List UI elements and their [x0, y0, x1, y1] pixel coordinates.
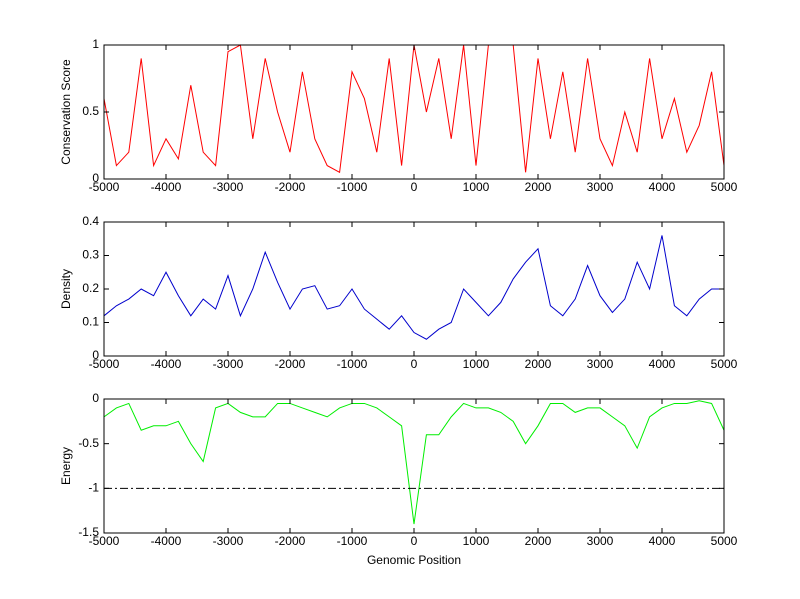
y-axis-label: Energy	[59, 447, 73, 485]
x-tick-label: -4000	[151, 180, 182, 194]
x-tick-label: 5000	[711, 357, 738, 371]
data-line	[103, 400, 725, 525]
x-tick-label: 4000	[649, 357, 676, 371]
x-tick-label: 5000	[711, 534, 738, 548]
x-tick-label: -1000	[337, 180, 368, 194]
x-tick-label: 3000	[587, 534, 614, 548]
y-tick-label: 0.5	[82, 104, 99, 118]
y-tick-label: 0.1	[82, 315, 99, 329]
x-tick-label: 2000	[525, 534, 552, 548]
y-tick-label: -1.5	[78, 525, 99, 539]
axes-box	[104, 45, 724, 179]
x-tick-label: 4000	[649, 180, 676, 194]
y-tick-label: 1	[92, 37, 99, 51]
x-tick-label: 3000	[587, 357, 614, 371]
y-tick-label: 0.4	[82, 214, 99, 228]
x-tick-label: -2000	[275, 357, 306, 371]
x-tick-label: -4000	[151, 534, 182, 548]
x-tick-label: 0	[411, 534, 418, 548]
x-tick-label: -2000	[275, 180, 306, 194]
x-tick-label: 0	[411, 357, 418, 371]
data-line	[103, 235, 724, 340]
y-axis-label: Density	[59, 269, 73, 309]
x-tick-label: -3000	[213, 357, 244, 371]
x-tick-label: 2000	[525, 357, 552, 371]
y-tick-label: 0.3	[82, 248, 99, 262]
y-tick-label: 0.2	[82, 281, 99, 295]
y-tick-label: 0	[92, 348, 99, 362]
x-tick-label: -1000	[337, 534, 368, 548]
y-tick-label: 0	[92, 391, 99, 405]
x-tick-label: 1000	[463, 357, 490, 371]
x-tick-label: 4000	[649, 534, 676, 548]
x-tick-label: -3000	[213, 180, 244, 194]
x-tick-label: -4000	[151, 357, 182, 371]
axes-box	[104, 399, 724, 533]
x-tick-label: 5000	[711, 180, 738, 194]
y-tick-label: -1	[88, 481, 99, 495]
y-axis-label: Conservation Score	[59, 59, 73, 165]
x-tick-label: 0	[411, 180, 418, 194]
y-tick-label: -0.5	[78, 436, 99, 450]
x-tick-label: -5000	[89, 180, 120, 194]
x-tick-label: -1000	[337, 357, 368, 371]
x-tick-label: 3000	[587, 180, 614, 194]
x-tick-label: -5000	[89, 357, 120, 371]
x-tick-label: 1000	[463, 180, 490, 194]
x-tick-label: -2000	[275, 534, 306, 548]
y-tick-label: 0	[92, 171, 99, 185]
x-axis-label: Genomic Position	[367, 553, 461, 567]
x-tick-label: 2000	[525, 180, 552, 194]
x-tick-label: -3000	[213, 534, 244, 548]
axes-box	[104, 222, 724, 356]
x-tick-label: -5000	[89, 534, 120, 548]
x-tick-label: 1000	[463, 534, 490, 548]
